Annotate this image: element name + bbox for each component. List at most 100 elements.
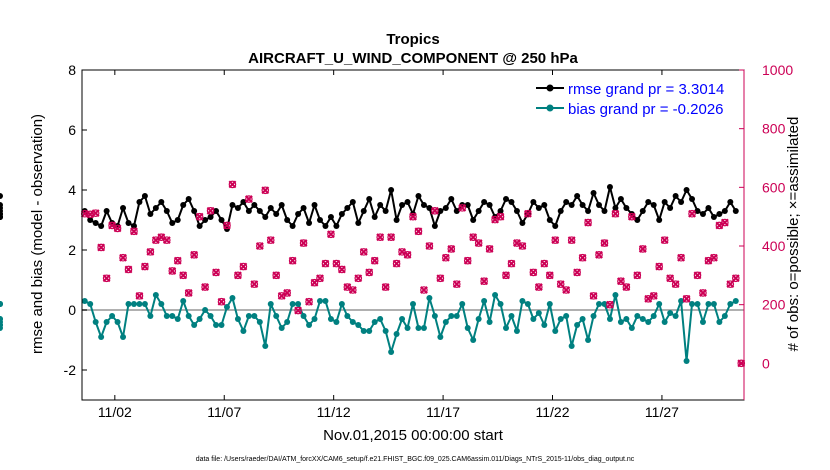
obs-assimilated-marker	[392, 259, 401, 268]
rmse-point	[92, 220, 99, 226]
obs-assimilated-marker	[321, 259, 330, 268]
obs-possible-marker	[655, 262, 663, 271]
y-tick-label: 6	[68, 122, 76, 138]
bias-point	[103, 319, 110, 325]
obs-possible-marker	[556, 280, 565, 288]
obs-assimilated-marker	[671, 280, 680, 289]
obs-possible-marker	[617, 277, 625, 286]
obs-assimilated-marker	[726, 280, 735, 289]
obs-assimilated-marker	[146, 247, 155, 256]
obs-possible-marker	[195, 212, 204, 221]
obs-possible-marker	[321, 259, 330, 268]
obs-assimilated-marker	[130, 227, 138, 236]
rmse-point	[377, 202, 384, 208]
obs-possible-marker	[130, 227, 138, 236]
obs-assimilated-marker	[644, 294, 653, 303]
obs-assimilated-marker	[513, 239, 521, 247]
bias-point	[262, 343, 269, 349]
obs-possible-marker	[463, 256, 472, 265]
rmse-point	[612, 205, 619, 211]
bias-point	[420, 325, 427, 331]
obs-assimilated-marker	[305, 297, 313, 306]
obs-assimilated-marker	[299, 239, 308, 247]
obs-possible-marker	[310, 278, 319, 287]
rmse-point	[87, 217, 94, 223]
obs-possible-marker	[184, 289, 193, 297]
rmse-point	[152, 205, 159, 211]
bias-point	[136, 301, 143, 307]
obs-possible-marker	[316, 274, 324, 283]
bias-point	[311, 316, 318, 322]
obs-assimilated-marker	[573, 268, 582, 277]
bias-point	[218, 322, 225, 328]
obs-assimilated-marker	[458, 203, 467, 212]
rmse-point	[130, 223, 137, 229]
bias-point	[130, 301, 137, 307]
obs-possible-marker	[376, 233, 384, 242]
obs-assimilated-marker	[507, 259, 516, 268]
bias-point	[541, 322, 548, 328]
rmse-point	[327, 214, 334, 220]
obs-possible-marker	[638, 245, 647, 253]
obs-possible-marker	[272, 271, 281, 280]
ticks-layer: 11/02 11/07 11/12 11/17 11/22 11/27 -2 0 2 4 6 8 0 20…	[64, 62, 794, 420]
obs-assimilated-marker	[666, 274, 675, 283]
legend: rmse grand pr = 3.3014 bias grand pr = -…	[530, 76, 740, 122]
rmse-point	[590, 190, 597, 196]
rmse-point	[191, 208, 198, 214]
rmse-point	[475, 208, 482, 214]
y-tick-label: 4	[68, 182, 76, 198]
obs-assimilated-marker	[441, 253, 450, 262]
obs-assimilated-marker	[190, 250, 199, 259]
obs-possible-marker	[425, 242, 434, 250]
obs-assimilated-marker	[556, 280, 565, 289]
rmse-point	[120, 205, 127, 211]
rmse-point	[338, 211, 345, 217]
rmse-point	[147, 211, 154, 217]
rmse-point	[196, 223, 203, 229]
rmse-point	[218, 217, 225, 223]
obs-possible-marker	[584, 218, 592, 227]
bias-point	[546, 301, 553, 307]
rmse-point	[689, 196, 696, 202]
rmse-point	[0, 211, 3, 217]
bias-point	[306, 322, 313, 328]
obs-assimilated-marker	[627, 212, 636, 221]
obs-possible-marker	[677, 253, 685, 262]
obs-assimilated-marker	[212, 268, 220, 277]
bias-point	[727, 301, 734, 307]
obs-assimilated-marker	[97, 243, 106, 252]
obs-assimilated-marker	[704, 256, 713, 265]
obs-possible-marker	[266, 236, 275, 244]
bias-point	[109, 313, 116, 319]
bias-point	[81, 298, 88, 304]
rmse-point	[366, 196, 373, 202]
obs-possible-marker	[206, 207, 215, 215]
obs-possible-marker	[102, 274, 111, 283]
bias-point	[601, 301, 608, 307]
obs-assimilated-marker	[699, 289, 707, 297]
obs-possible-marker	[458, 204, 467, 212]
obs-possible-marker	[452, 280, 461, 288]
bias-point	[448, 313, 455, 319]
obs-assimilated-marker	[91, 209, 100, 218]
rmse-point	[710, 214, 717, 220]
obs-assimilated-marker	[168, 267, 177, 275]
bias-point	[388, 349, 395, 355]
bias-point	[278, 325, 285, 331]
obs-possible-marker	[168, 267, 177, 275]
bias-point	[574, 322, 581, 328]
bias-point	[656, 301, 663, 307]
bias-point	[0, 301, 3, 307]
bias-point	[0, 319, 3, 325]
rmse-point	[672, 193, 679, 199]
rmse-point	[136, 199, 143, 205]
obs-assimilated-marker	[348, 286, 357, 294]
obs-assimilated-marker	[595, 250, 603, 259]
rmse-point	[158, 199, 165, 205]
rmse-point	[694, 208, 701, 214]
bias-point	[672, 313, 679, 319]
rmse-point	[732, 208, 739, 214]
bias-point	[300, 313, 307, 319]
bias-point	[508, 313, 515, 319]
